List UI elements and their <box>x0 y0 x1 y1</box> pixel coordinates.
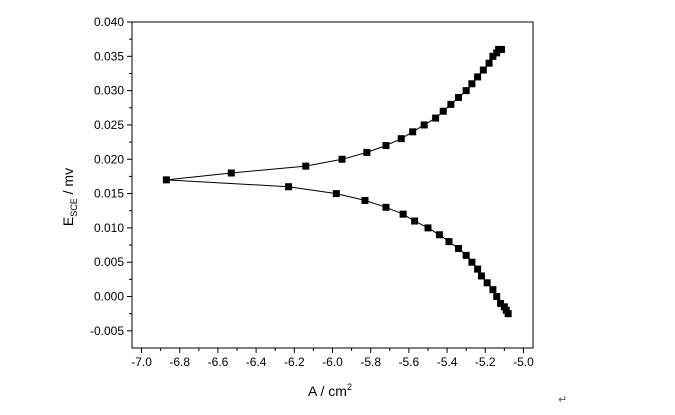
data-point <box>477 272 485 280</box>
x-axis-title: A / cm2 <box>308 382 352 399</box>
data-point <box>382 203 390 211</box>
y-tick-label: 0.030 <box>94 84 124 98</box>
data-point <box>474 265 482 273</box>
data-point <box>162 176 170 184</box>
data-point <box>483 279 491 287</box>
x-tick-label: -6.2 <box>284 355 305 369</box>
data-point <box>361 196 369 204</box>
data-point <box>493 293 501 301</box>
x-tick-label: -7.0 <box>131 355 152 369</box>
y-tick-label: 0.015 <box>94 187 124 201</box>
x-tick-label: -6.4 <box>246 355 267 369</box>
y-axis-title-unit: / mv <box>60 168 76 198</box>
data-point <box>411 217 419 225</box>
data-point <box>424 224 432 232</box>
data-point <box>332 190 340 198</box>
data-series <box>162 45 512 318</box>
x-tick-label: -5.0 <box>513 355 534 369</box>
data-point <box>435 231 443 239</box>
y-tick-label: 0.000 <box>94 290 124 304</box>
data-point <box>479 66 487 74</box>
data-point <box>455 93 463 101</box>
data-point <box>302 162 310 170</box>
data-point <box>468 80 476 88</box>
data-point <box>285 183 293 191</box>
x-tick-label: -5.8 <box>360 355 381 369</box>
x-tick-label: -6.6 <box>208 355 229 369</box>
data-point <box>363 148 371 156</box>
data-point <box>445 238 453 246</box>
x-tick-label: -5.2 <box>475 355 496 369</box>
data-point <box>432 114 440 122</box>
x-axis-ticks: -7.0 -6.8 -6.6 -6.4 -6.2 -6.0 -5.8 -5.6 -5.4 -5.2… <box>131 348 534 369</box>
series-line <box>166 49 502 181</box>
data-point <box>439 107 447 115</box>
data-point <box>489 52 497 60</box>
y-tick-label: 0.040 <box>94 15 124 29</box>
data-point <box>485 59 493 67</box>
y-axis-title: ESCE / mv <box>60 168 79 226</box>
data-point <box>420 121 428 129</box>
x-tick-label: -5.6 <box>399 355 420 369</box>
plot-area <box>131 21 534 349</box>
data-point <box>468 258 476 266</box>
x-axis-title-sup: 2 <box>347 382 352 392</box>
y-axis-title-main: E <box>60 217 76 226</box>
x-tick-label: -5.4 <box>437 355 458 369</box>
y-tick-label: 0.035 <box>94 49 124 63</box>
data-point <box>399 210 407 218</box>
y-tick-label: -0.005 <box>90 324 124 338</box>
y-tick-label: 0.020 <box>94 152 124 166</box>
y-tick-label: 0.025 <box>94 118 124 132</box>
data-point <box>504 310 512 318</box>
data-point <box>447 100 455 108</box>
data-point <box>382 142 390 150</box>
x-axis-title-main: A / cm <box>308 383 347 399</box>
data-point <box>497 299 505 307</box>
data-point <box>455 244 463 252</box>
y-tick-label: 0.010 <box>94 221 124 235</box>
data-point <box>409 128 417 136</box>
y-tick-label: 0.005 <box>94 255 124 269</box>
y-axis-ticks: -0.005 0.000 0.005 0.010 0.015 0.020 0.025 0.03… <box>90 15 132 338</box>
x-tick-label: -6.0 <box>322 355 343 369</box>
data-point <box>227 169 235 177</box>
data-point <box>462 87 470 95</box>
data-point <box>397 135 405 143</box>
x-tick-label: -6.8 <box>169 355 190 369</box>
data-point <box>338 155 346 163</box>
paragraph-mark: ↵ <box>558 393 568 406</box>
data-point <box>497 45 505 53</box>
data-point <box>474 73 482 81</box>
data-point <box>489 286 497 294</box>
data-point <box>462 251 470 259</box>
y-axis-title-sub: SCE <box>69 198 79 217</box>
